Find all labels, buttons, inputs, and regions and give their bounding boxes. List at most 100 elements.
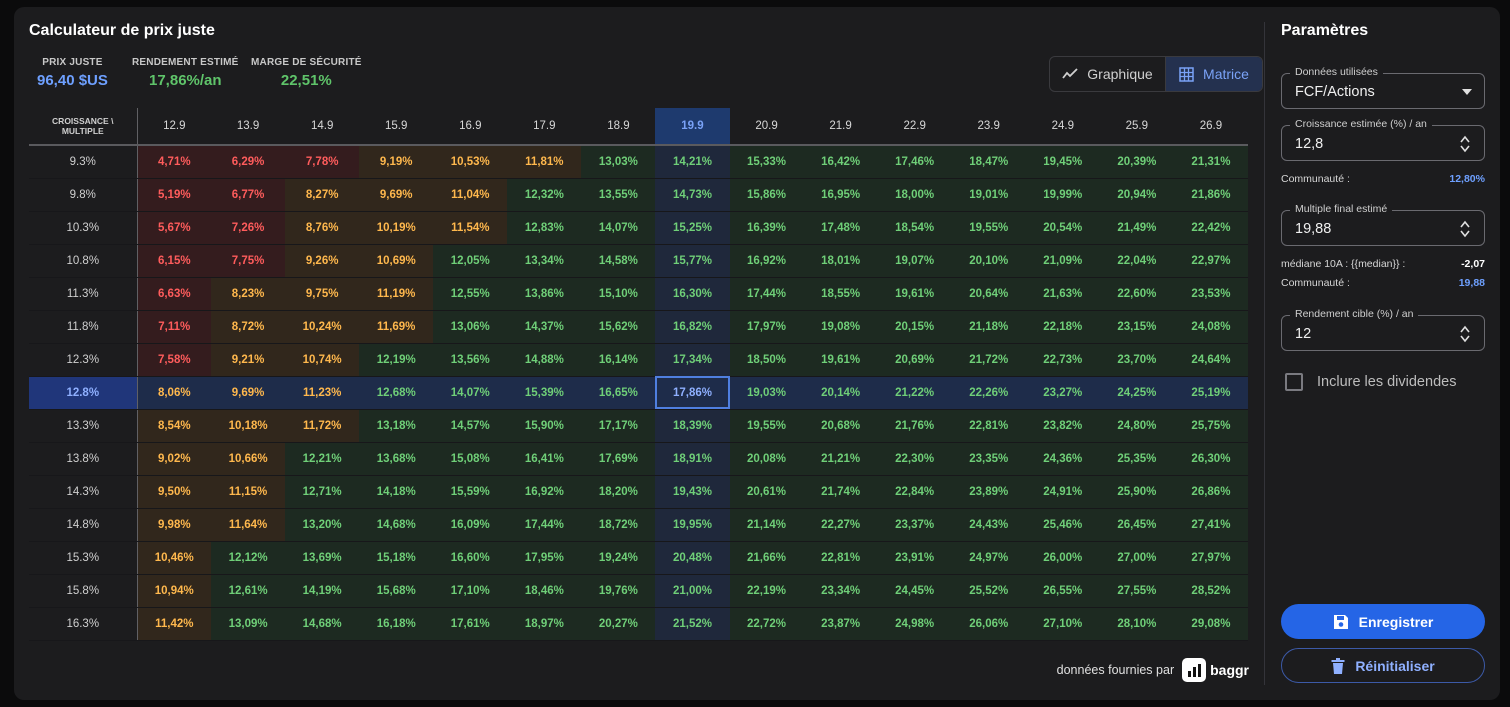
matrix-cell[interactable]: 21,31% (1173, 145, 1248, 179)
matrix-cell[interactable]: 23,15% (1099, 310, 1174, 344)
matrix-cell[interactable]: 26,00% (1025, 541, 1100, 575)
matrix-cell[interactable]: 20,10% (951, 244, 1026, 278)
matrix-cell[interactable]: 17,44% (507, 508, 582, 542)
matrix-cell[interactable]: 16,92% (507, 475, 582, 509)
matrix-cell[interactable]: 25,90% (1099, 475, 1174, 509)
matrix-cell[interactable]: 8,06% (137, 376, 212, 410)
matrix-cell[interactable]: 13,06% (433, 310, 508, 344)
matrix-cell[interactable]: 10,46% (137, 541, 212, 575)
matrix-cell[interactable]: 12,55% (433, 277, 508, 311)
matrix-cell[interactable]: 8,76% (285, 211, 360, 245)
matrix-cell[interactable]: 17,97% (729, 310, 804, 344)
matrix-cell[interactable]: 21,76% (877, 409, 952, 443)
matrix-cell[interactable]: 17,44% (729, 277, 804, 311)
matrix-cell[interactable]: 24,25% (1099, 376, 1174, 410)
matrix-cell[interactable]: 27,97% (1173, 541, 1248, 575)
matrix-cell[interactable]: 11,54% (433, 211, 508, 245)
matrix-cell[interactable]: 15,68% (359, 574, 434, 608)
matrix-cell[interactable]: 24,97% (951, 541, 1026, 575)
matrix-cell[interactable]: 8,27% (285, 178, 360, 212)
matrix-cell[interactable]: 23,89% (951, 475, 1026, 509)
matrix-cell[interactable]: 18,46% (507, 574, 582, 608)
matrix-cell[interactable]: 18,55% (803, 277, 878, 311)
matrix-cell[interactable]: 18,00% (877, 178, 952, 212)
matrix-cell[interactable]: 12,12% (211, 541, 286, 575)
matrix-cell[interactable]: 21,14% (729, 508, 804, 542)
data-used-select[interactable]: Données utilisées FCF/Actions (1281, 66, 1485, 109)
matrix-cell[interactable]: 17,48% (803, 211, 878, 245)
matrix-cell[interactable]: 13,55% (581, 178, 656, 212)
matrix-cell[interactable]: 11,23% (285, 376, 360, 410)
matrix-cell[interactable]: 11,69% (359, 310, 434, 344)
matrix-cell[interactable]: 20,14% (803, 376, 878, 410)
matrix-cell[interactable]: 12,61% (211, 574, 286, 608)
spinner-icon[interactable] (1460, 325, 1470, 343)
matrix-cell[interactable]: 25,75% (1173, 409, 1248, 443)
matrix-cell[interactable]: 20,64% (951, 277, 1026, 311)
matrix-cell[interactable]: 18,91% (655, 442, 730, 476)
matrix-cell[interactable]: 17,34% (655, 343, 730, 377)
matrix-cell[interactable]: 12,68% (359, 376, 434, 410)
matrix-cell[interactable]: 21,72% (951, 343, 1026, 377)
matrix-cell[interactable]: 10,74% (285, 343, 360, 377)
matrix-cell[interactable]: 8,54% (137, 409, 212, 443)
matrix-cell[interactable]: 21,74% (803, 475, 878, 509)
matrix-cell[interactable]: 23,70% (1099, 343, 1174, 377)
matrix-cell[interactable]: 28,52% (1173, 574, 1248, 608)
matrix-cell[interactable]: 20,61% (729, 475, 804, 509)
matrix-cell[interactable]: 27,41% (1173, 508, 1248, 542)
target-yield-input[interactable]: Rendement cible (%) / an 12 (1281, 308, 1485, 351)
save-button[interactable]: Enregistrer (1281, 604, 1485, 639)
matrix-cell[interactable]: 16,41% (507, 442, 582, 476)
matrix-cell[interactable]: 12,71% (285, 475, 360, 509)
matrix-cell[interactable]: 12,32% (507, 178, 582, 212)
matrix-cell[interactable]: 9,26% (285, 244, 360, 278)
matrix-cell[interactable]: 21,66% (729, 541, 804, 575)
matrix-cell[interactable]: 19,07% (877, 244, 952, 278)
matrix-cell[interactable]: 18,50% (729, 343, 804, 377)
matrix-cell[interactable]: 12,05% (433, 244, 508, 278)
matrix-cell[interactable]: 23,34% (803, 574, 878, 608)
matrix-cell[interactable]: 10,19% (359, 211, 434, 245)
matrix-cell[interactable]: 20,69% (877, 343, 952, 377)
matrix-cell[interactable]: 20,94% (1099, 178, 1174, 212)
matrix-cell[interactable]: 23,27% (1025, 376, 1100, 410)
matrix-cell[interactable]: 22,27% (803, 508, 878, 542)
matrix-cell[interactable]: 19,61% (877, 277, 952, 311)
matrix-cell[interactable]: 11,19% (359, 277, 434, 311)
matrix-cell[interactable]: 20,27% (581, 607, 656, 641)
matrix-cell[interactable]: 23,35% (951, 442, 1026, 476)
matrix-cell[interactable]: 25,35% (1099, 442, 1174, 476)
matrix-cell[interactable]: 16,39% (729, 211, 804, 245)
matrix-cell[interactable]: 22,04% (1099, 244, 1174, 278)
matrix-cell[interactable]: 4,71% (137, 145, 212, 179)
matrix-cell[interactable]: 24,08% (1173, 310, 1248, 344)
matrix-cell[interactable]: 11,15% (211, 475, 286, 509)
matrix-cell[interactable]: 19,45% (1025, 145, 1100, 179)
matrix-cell[interactable]: 22,60% (1099, 277, 1174, 311)
matrix-cell[interactable]: 15,59% (433, 475, 508, 509)
matrix-cell[interactable]: 25,52% (951, 574, 1026, 608)
graph-view-button[interactable]: Graphique (1050, 57, 1165, 91)
matrix-cell[interactable]: 24,64% (1173, 343, 1248, 377)
matrix-cell[interactable]: 7,78% (285, 145, 360, 179)
matrix-cell[interactable]: 18,54% (877, 211, 952, 245)
matrix-cell[interactable]: 19,99% (1025, 178, 1100, 212)
matrix-cell[interactable]: 17,95% (507, 541, 582, 575)
matrix-cell[interactable]: 19,03% (729, 376, 804, 410)
matrix-cell[interactable]: 9,02% (137, 442, 212, 476)
matrix-cell[interactable]: 15,90% (507, 409, 582, 443)
matrix-cell[interactable]: 16,30% (655, 277, 730, 311)
matrix-cell[interactable]: 11,04% (433, 178, 508, 212)
matrix-cell[interactable]: 21,21% (803, 442, 878, 476)
matrix-cell[interactable]: 20,54% (1025, 211, 1100, 245)
matrix-cell[interactable]: 18,47% (951, 145, 1026, 179)
matrix-cell[interactable]: 9,69% (211, 376, 286, 410)
matrix-cell[interactable]: 22,42% (1173, 211, 1248, 245)
matrix-cell[interactable]: 22,26% (951, 376, 1026, 410)
matrix-cell[interactable]: 14,68% (359, 508, 434, 542)
matrix-cell[interactable]: 27,55% (1099, 574, 1174, 608)
matrix-cell[interactable]: 22,19% (729, 574, 804, 608)
matrix-cell[interactable]: 13,18% (359, 409, 434, 443)
matrix-cell[interactable]: 26,30% (1173, 442, 1248, 476)
